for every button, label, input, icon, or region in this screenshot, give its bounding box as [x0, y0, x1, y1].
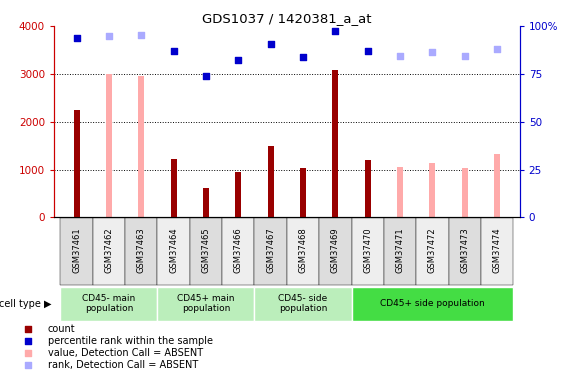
Text: GSM37474: GSM37474	[492, 228, 502, 273]
Point	[202, 74, 211, 80]
FancyBboxPatch shape	[60, 287, 157, 321]
FancyBboxPatch shape	[157, 287, 254, 321]
Title: GDS1037 / 1420381_a_at: GDS1037 / 1420381_a_at	[202, 12, 371, 25]
Point	[437, 288, 446, 294]
Point	[105, 33, 114, 39]
Bar	[74, 110, 80, 218]
FancyBboxPatch shape	[222, 217, 254, 285]
FancyBboxPatch shape	[352, 287, 513, 321]
Text: percentile rank within the sample: percentile rank within the sample	[48, 336, 212, 346]
Text: GSM37461: GSM37461	[72, 228, 81, 273]
Text: GSM37469: GSM37469	[331, 228, 340, 273]
Point	[363, 48, 372, 54]
Text: GSM37462: GSM37462	[105, 228, 114, 273]
FancyBboxPatch shape	[254, 217, 287, 285]
Text: cell type ▶: cell type ▶	[0, 299, 51, 309]
Text: GSM37472: GSM37472	[428, 228, 437, 273]
Text: GSM37470: GSM37470	[363, 228, 372, 273]
Point	[395, 53, 404, 59]
Point	[492, 46, 502, 52]
Point	[234, 57, 243, 63]
FancyBboxPatch shape	[416, 217, 449, 285]
Bar	[365, 160, 370, 218]
Point	[437, 178, 446, 184]
Text: GSM37465: GSM37465	[202, 228, 211, 273]
FancyBboxPatch shape	[190, 217, 222, 285]
Point	[331, 28, 340, 34]
FancyBboxPatch shape	[287, 217, 319, 285]
Text: GSM37466: GSM37466	[234, 228, 243, 273]
FancyBboxPatch shape	[352, 217, 384, 285]
Bar	[235, 172, 241, 217]
Text: CD45+ side population: CD45+ side population	[380, 299, 485, 308]
Point	[169, 48, 178, 54]
Text: GSM37467: GSM37467	[266, 228, 275, 273]
Point	[137, 32, 146, 38]
Point	[460, 53, 469, 59]
FancyBboxPatch shape	[93, 217, 125, 285]
Point	[266, 41, 275, 47]
FancyBboxPatch shape	[60, 217, 93, 285]
FancyBboxPatch shape	[384, 217, 416, 285]
Text: value, Detection Call = ABSENT: value, Detection Call = ABSENT	[48, 348, 203, 358]
Bar	[494, 154, 500, 218]
Text: GSM37463: GSM37463	[137, 228, 146, 273]
Text: CD45+ main
population: CD45+ main population	[177, 294, 235, 314]
Text: GSM37473: GSM37473	[460, 228, 469, 273]
Bar	[462, 168, 467, 217]
Bar	[300, 168, 306, 217]
Bar	[171, 159, 177, 218]
Text: GSM37471: GSM37471	[395, 228, 404, 273]
Text: GSM37464: GSM37464	[169, 228, 178, 273]
Bar	[106, 74, 112, 217]
Point	[428, 49, 437, 55]
Point	[298, 54, 307, 60]
FancyBboxPatch shape	[481, 217, 513, 285]
Bar	[203, 188, 209, 218]
Text: CD45- side
population: CD45- side population	[278, 294, 328, 314]
FancyBboxPatch shape	[157, 217, 190, 285]
FancyBboxPatch shape	[125, 217, 157, 285]
Text: count: count	[48, 324, 75, 334]
Bar	[268, 146, 274, 218]
Text: CD45- main
population: CD45- main population	[82, 294, 136, 314]
Bar	[397, 167, 403, 217]
Text: GSM37468: GSM37468	[299, 228, 307, 273]
Bar	[332, 70, 339, 217]
FancyBboxPatch shape	[449, 217, 481, 285]
FancyBboxPatch shape	[254, 287, 352, 321]
FancyBboxPatch shape	[319, 217, 352, 285]
Bar	[139, 76, 144, 218]
Bar	[429, 162, 435, 218]
Point	[72, 35, 81, 41]
Text: rank, Detection Call = ABSENT: rank, Detection Call = ABSENT	[48, 360, 198, 370]
Point	[437, 67, 446, 73]
